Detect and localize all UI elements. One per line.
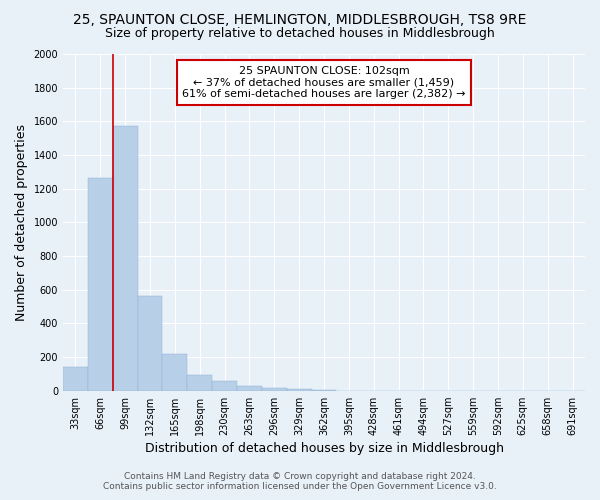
Bar [137,296,163,390]
Text: 25 SPAUNTON CLOSE: 102sqm
← 37% of detached houses are smaller (1,459)
61% of se: 25 SPAUNTON CLOSE: 102sqm ← 37% of detac… [182,66,466,99]
Bar [237,386,262,390]
X-axis label: Distribution of detached houses by size in Middlesbrough: Distribution of detached houses by size … [145,442,503,455]
Bar [212,382,237,390]
Bar [187,374,212,390]
Bar [88,178,113,390]
Text: 25, SPAUNTON CLOSE, HEMLINGTON, MIDDLESBROUGH, TS8 9RE: 25, SPAUNTON CLOSE, HEMLINGTON, MIDDLESB… [73,12,527,26]
Text: Size of property relative to detached houses in Middlesbrough: Size of property relative to detached ho… [105,28,495,40]
Bar [113,126,137,390]
Bar [262,388,287,390]
Y-axis label: Number of detached properties: Number of detached properties [15,124,28,321]
Bar [287,389,311,390]
Text: Contains HM Land Registry data © Crown copyright and database right 2024.
Contai: Contains HM Land Registry data © Crown c… [103,472,497,491]
Bar [163,354,187,390]
Bar [63,367,88,390]
